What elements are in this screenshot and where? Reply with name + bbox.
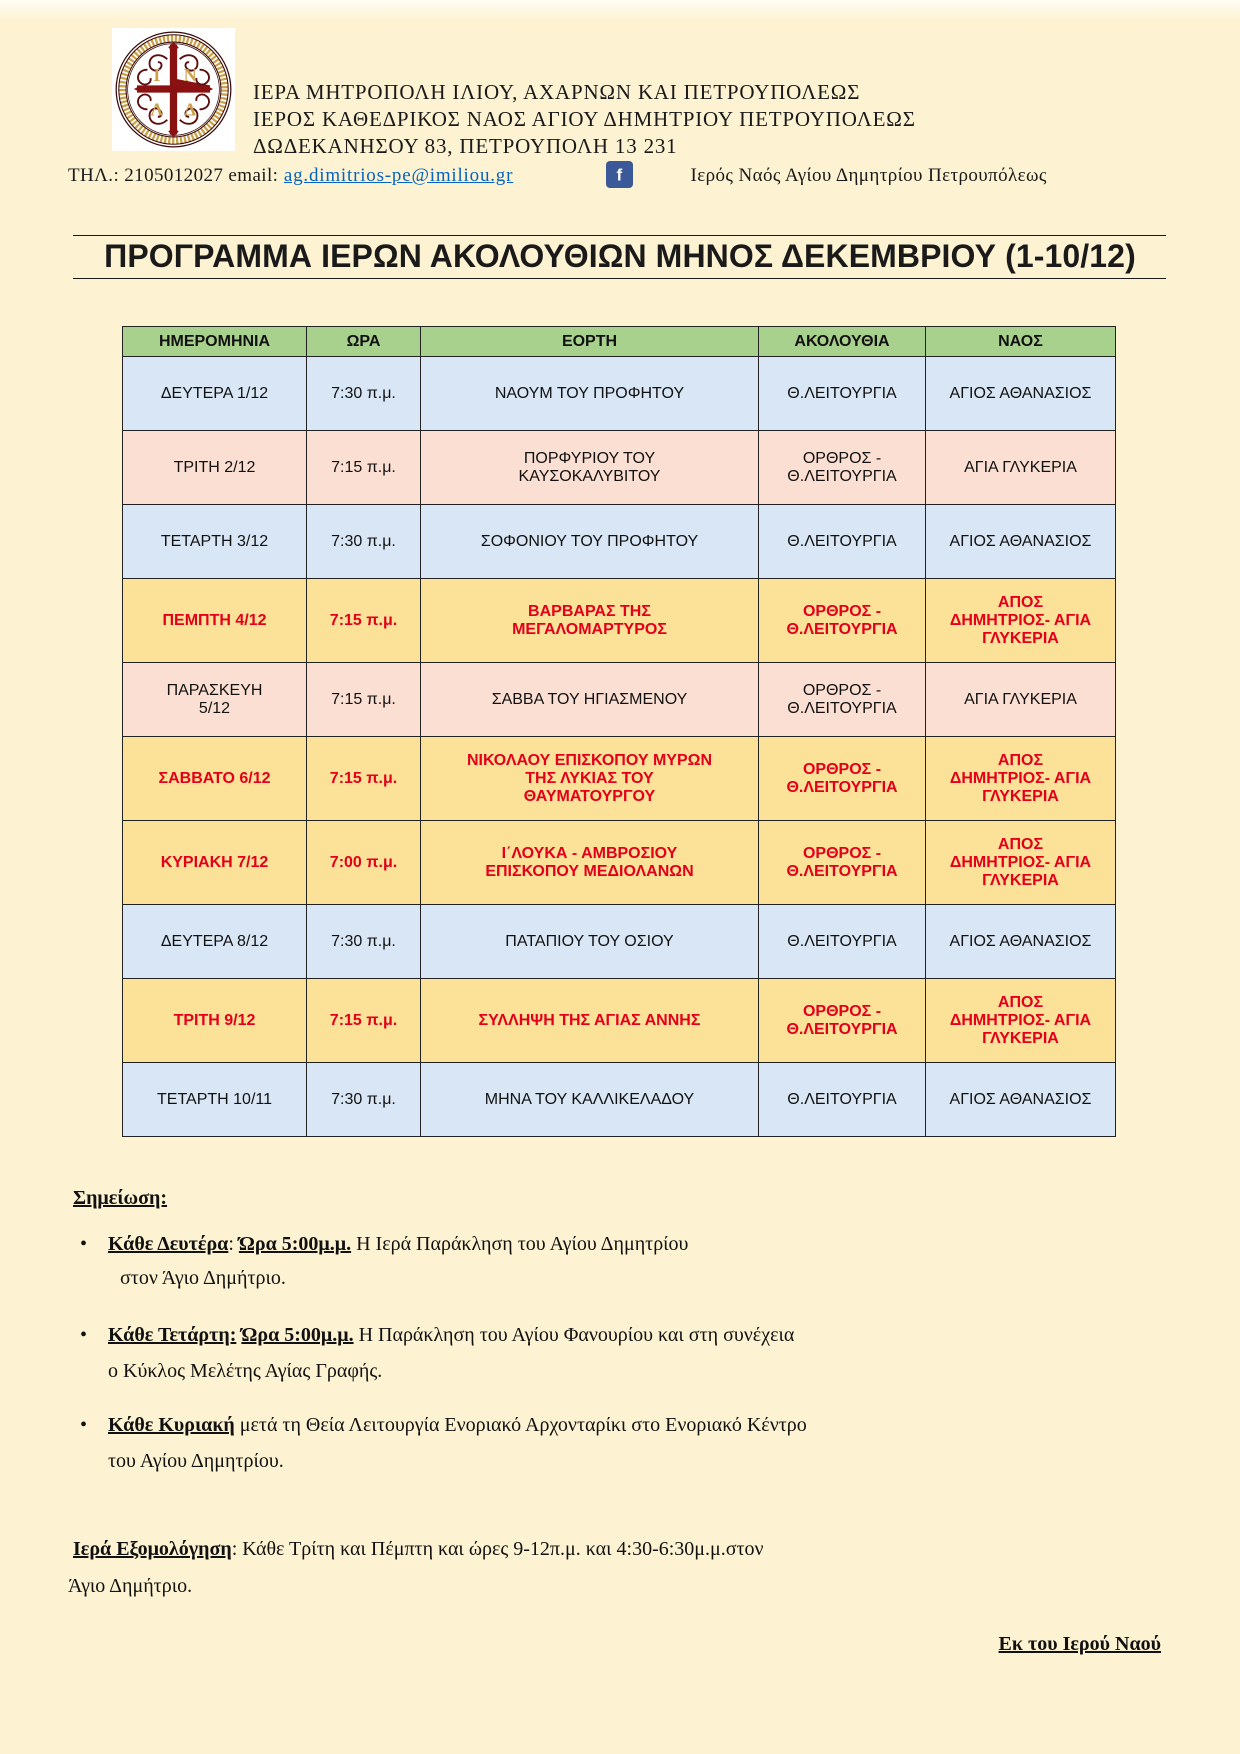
svg-text:I: I	[153, 65, 160, 85]
svg-text:f: f	[617, 166, 623, 185]
svg-text:Λ: Λ	[150, 100, 163, 120]
svg-text:N: N	[184, 65, 197, 85]
svg-text:Δ: Δ	[185, 100, 196, 120]
